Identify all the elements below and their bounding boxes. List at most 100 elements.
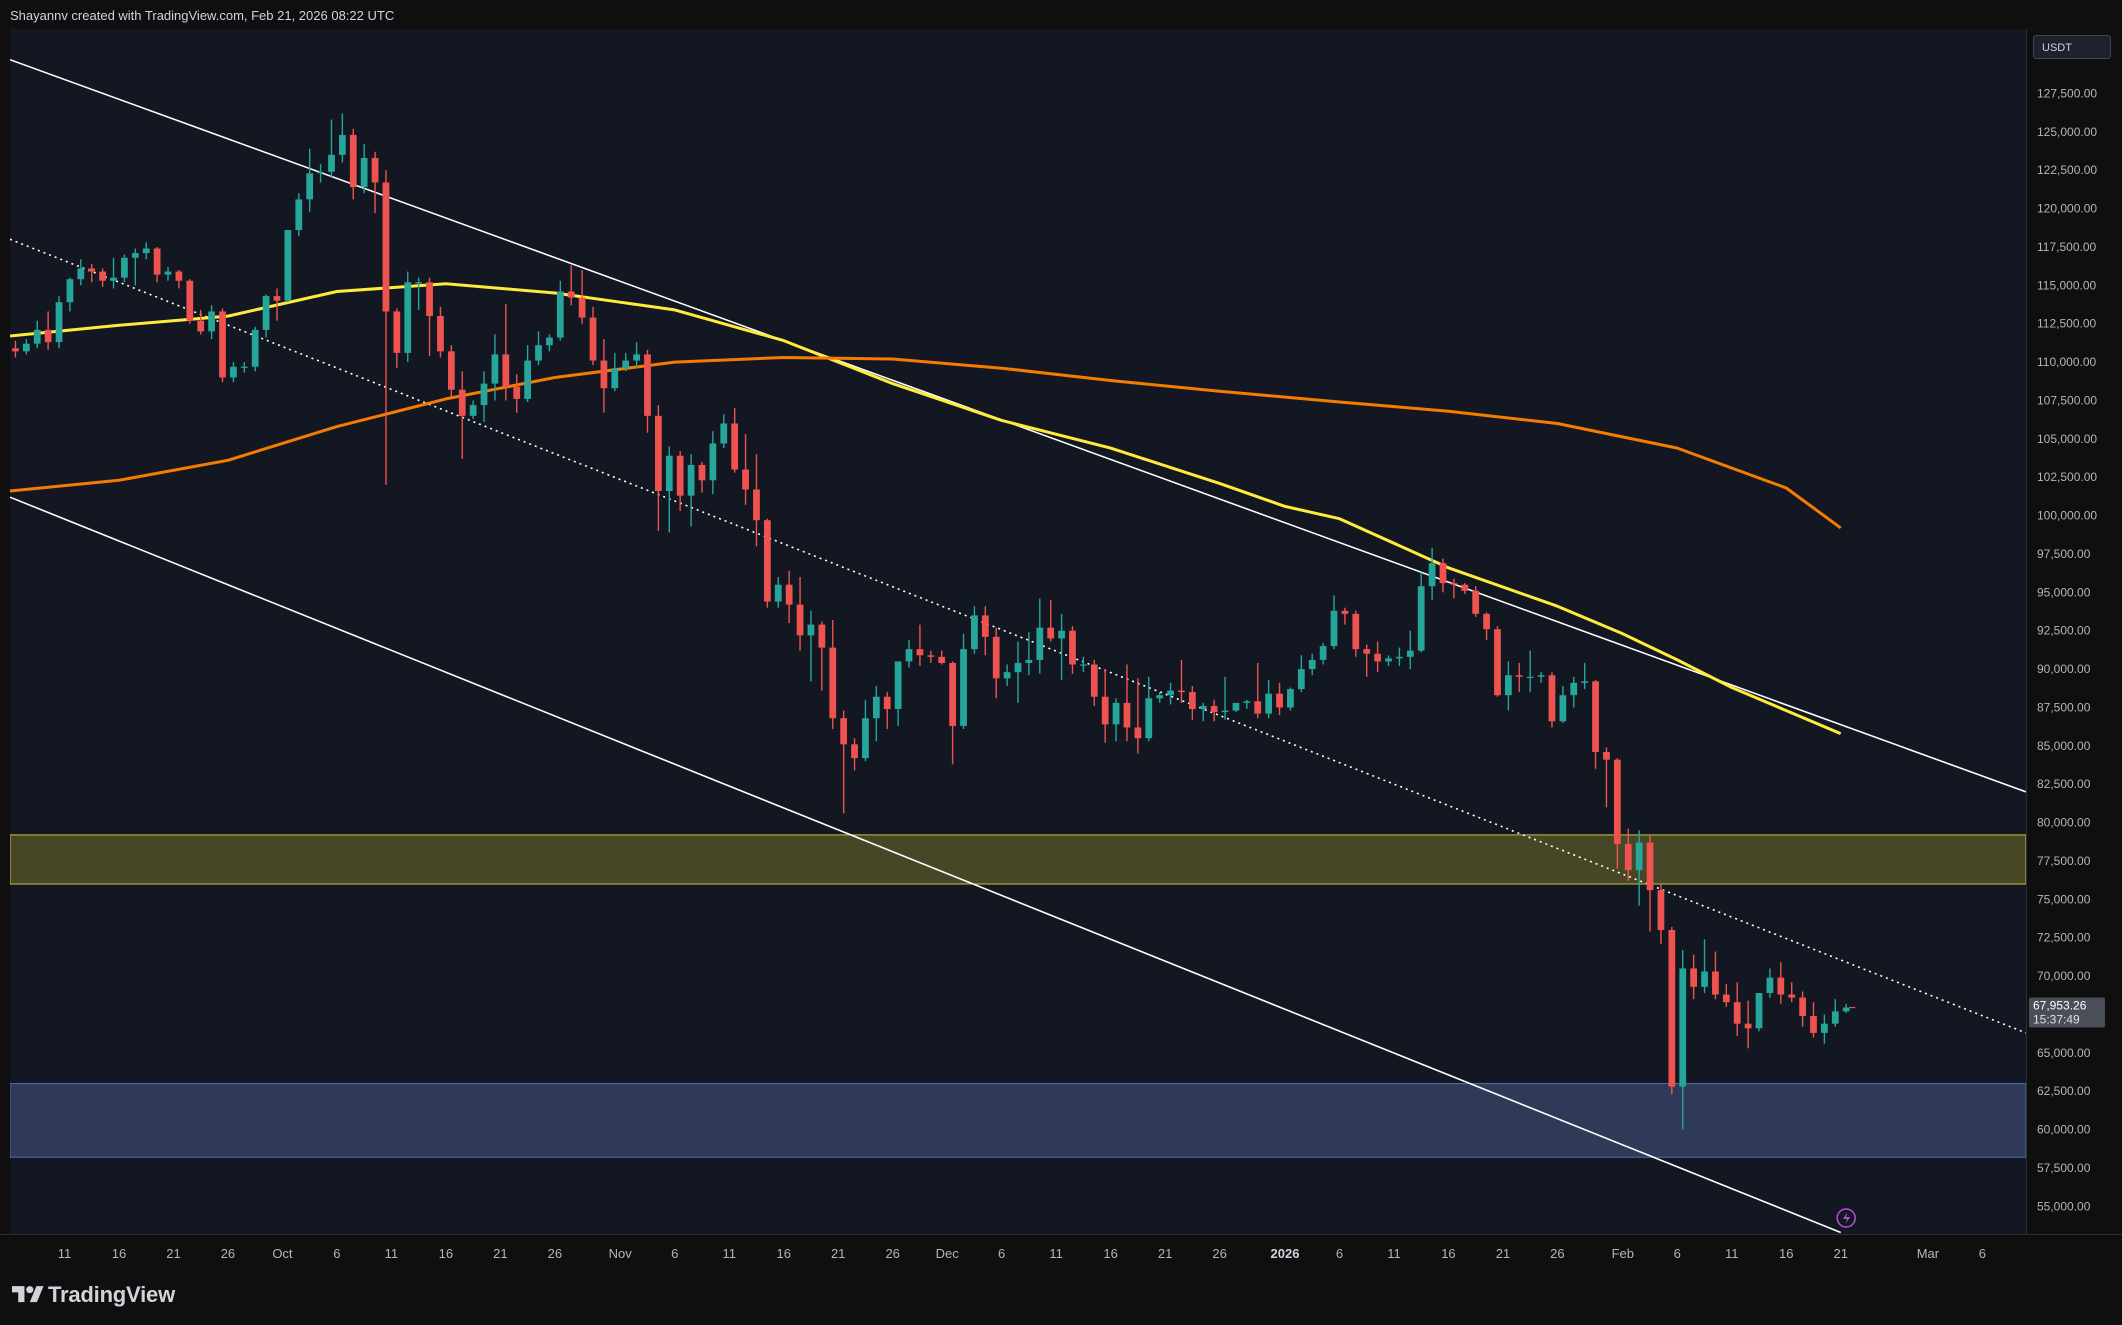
candle: [1548, 672, 1556, 728]
candle-body: [1058, 630, 1065, 639]
currency-badge[interactable]: USDT: [2033, 35, 2111, 59]
candle: [676, 451, 684, 511]
tradingview-wordmark[interactable]: TradingView: [48, 1282, 175, 1307]
candle: [1592, 679, 1599, 769]
candle-body: [622, 360, 630, 369]
candle: [230, 362, 237, 383]
flash-icon-ring: [1836, 1208, 1856, 1228]
candle: [1014, 641, 1022, 703]
candle: [905, 639, 913, 668]
candle-body: [1701, 971, 1708, 987]
trendline-channel-mid[interactable]: [10, 238, 2026, 1034]
time-tick-label: Feb: [1612, 1246, 1634, 1261]
candle-body: [862, 718, 869, 759]
candle: [360, 144, 368, 194]
candle-body: [1112, 702, 1120, 725]
candle-body: [1188, 692, 1196, 710]
candle-body: [1232, 702, 1240, 711]
time-tick-label: 11: [58, 1246, 72, 1261]
candle: [1755, 993, 1763, 1032]
candle: [1733, 982, 1741, 1036]
candle: [535, 331, 542, 366]
time-axis[interactable]: 11 16 21 26 Oct 6 11 16 21 26 Nov 6 11 16 21 26 Dec 6 11 16…: [0, 1234, 2122, 1271]
price-axis[interactable]: USDT 55,000.00 57,500.00 60,000.00 62,500.0…: [2026, 29, 2122, 1234]
time-tick-label: 16: [1103, 1246, 1117, 1261]
candle-body: [546, 337, 553, 346]
trendline-channel-lower[interactable]: [10, 496, 1842, 1234]
price-tick-label: 115,000.00: [2037, 278, 2096, 292]
candle-body: [905, 649, 913, 662]
candle: [153, 246, 161, 283]
candle-body: [121, 257, 128, 278]
candle: [753, 454, 760, 547]
time-tick-label: 21: [1158, 1246, 1172, 1261]
candle-body: [927, 655, 935, 657]
demand-zone[interactable]: [10, 1083, 2026, 1158]
candle: [1483, 612, 1490, 640]
currency-label: USDT: [2042, 42, 2072, 54]
candle-body: [1537, 675, 1545, 677]
candle-body: [1145, 698, 1153, 739]
candle: [949, 661, 956, 765]
price-chart[interactable]: [10, 29, 2026, 1234]
candle: [328, 119, 335, 178]
candle-body: [949, 662, 956, 726]
time-tick-label: 21: [1834, 1246, 1848, 1261]
candle-body: [1690, 968, 1698, 987]
candle-body: [1788, 994, 1796, 998]
candle-body: [1592, 681, 1599, 752]
supply-zone[interactable]: [10, 834, 2026, 885]
candle-body: [1385, 658, 1392, 662]
chart-plot-area[interactable]: [10, 29, 2026, 1234]
last-price-label: 67,953.26: [2033, 999, 2087, 1013]
candle-body: [524, 360, 531, 399]
candle: [1690, 954, 1698, 1000]
candle: [665, 446, 673, 533]
candle-body: [1221, 710, 1229, 713]
candle-body: [88, 268, 96, 272]
candle: [1188, 685, 1196, 720]
candle-body: [785, 584, 793, 605]
candle: [698, 461, 706, 493]
candle-body: [916, 649, 924, 656]
tradingview-logo-icon[interactable]: [12, 1282, 44, 1308]
time-tick-label: Oct: [272, 1246, 293, 1261]
candle: [1134, 678, 1142, 754]
time-tick-label: 16: [112, 1246, 126, 1261]
candle-body: [1439, 563, 1447, 584]
flash-icon[interactable]: [1836, 1208, 1856, 1228]
candle: [644, 349, 651, 433]
candle-body: [709, 443, 717, 481]
price-tick-label: 60,000.00: [2037, 1123, 2091, 1137]
candle-body: [1276, 693, 1283, 708]
candle-body: [1515, 675, 1523, 677]
candle-body: [1156, 695, 1164, 699]
candle-body: [774, 584, 782, 602]
candle: [840, 710, 848, 814]
candle: [295, 193, 303, 237]
time-tick-label: 11: [1049, 1246, 1063, 1261]
candle-body: [938, 656, 946, 663]
time-tick-label: 11: [1387, 1246, 1401, 1261]
candle-body: [1199, 705, 1207, 710]
price-tick-label: 95,000.00: [2037, 585, 2091, 599]
candle-body: [1319, 646, 1327, 660]
price-tick-label: 75,000.00: [2037, 892, 2091, 906]
candle: [1701, 939, 1708, 993]
candle-body: [426, 282, 433, 317]
candle-body: [1505, 675, 1512, 696]
candle: [1472, 586, 1480, 617]
price-tick-label: 57,500.00: [2037, 1161, 2091, 1175]
candle-body: [894, 661, 902, 710]
candle: [447, 345, 455, 398]
candle-body: [295, 199, 303, 231]
candle: [1559, 685, 1567, 723]
candle: [480, 371, 488, 422]
price-axis-labels: 55,000.00 57,500.00 60,000.00 62,500.00 65,0…: [2029, 86, 2105, 1213]
time-tick-label: 11: [385, 1246, 399, 1261]
candle: [1156, 692, 1164, 703]
price-tick-label: 82,500.00: [2037, 777, 2091, 791]
candle: [1461, 583, 1469, 594]
candle-body: [382, 182, 390, 312]
candle: [1112, 698, 1120, 742]
